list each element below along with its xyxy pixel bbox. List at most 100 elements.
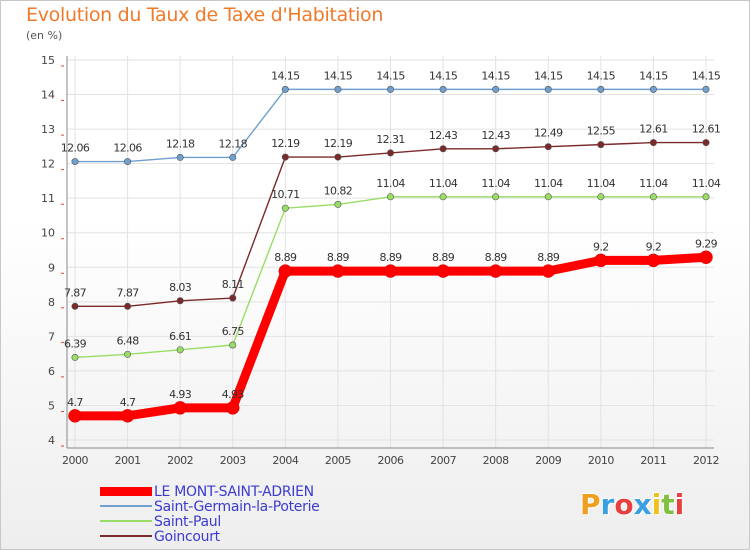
data-label: 8.89 xyxy=(537,251,560,264)
data-point xyxy=(699,250,713,265)
data-label: 6.61 xyxy=(169,330,191,343)
data-label: 11.04 xyxy=(376,177,405,190)
data-point xyxy=(541,264,555,278)
data-point xyxy=(439,85,447,93)
logo-letter: r xyxy=(600,488,615,521)
data-label: 12.19 xyxy=(271,137,300,150)
x-tick-label: 2006 xyxy=(378,454,404,467)
legend-item: Goincourt xyxy=(100,529,400,545)
data-label: 9.2 xyxy=(593,240,609,253)
logo-letter: i xyxy=(674,488,685,521)
data-point xyxy=(281,153,289,161)
data-label: 14.15 xyxy=(324,69,353,82)
data-label: 14.15 xyxy=(481,69,510,82)
data-label: 14.15 xyxy=(271,69,300,82)
logo-letter: t xyxy=(661,488,675,521)
data-label: 4.7 xyxy=(120,396,136,409)
y-tick-label: 10 xyxy=(41,227,55,240)
legend-label: Saint-Paul xyxy=(154,514,221,530)
data-point xyxy=(124,350,132,358)
data-point xyxy=(331,264,345,278)
data-label: 14.15 xyxy=(429,69,458,82)
x-tick-label: 2010 xyxy=(588,454,614,467)
data-point xyxy=(71,353,79,361)
data-point xyxy=(544,143,552,151)
data-label: 11.04 xyxy=(587,177,616,190)
data-point xyxy=(386,193,394,201)
data-point xyxy=(646,253,661,268)
data-point xyxy=(71,302,79,310)
data-label: 11.04 xyxy=(639,177,668,190)
legend-swatch xyxy=(100,535,152,537)
data-point xyxy=(594,253,608,268)
data-label: 12.19 xyxy=(324,137,353,150)
data-point xyxy=(334,200,342,208)
data-point xyxy=(278,264,293,278)
data-label: 9.29 xyxy=(695,237,718,250)
legend-item: LE MONT-SAINT-ADRIEN xyxy=(100,484,400,500)
data-point xyxy=(334,153,342,161)
y-tick-label: 14 xyxy=(41,89,55,102)
data-label: 12.49 xyxy=(534,127,563,140)
data-label: 14.15 xyxy=(587,69,616,82)
data-point xyxy=(120,409,135,423)
data-point xyxy=(176,297,184,305)
data-label: 8.03 xyxy=(169,281,192,294)
data-label: 10.82 xyxy=(324,184,353,197)
data-point xyxy=(488,264,503,278)
data-point xyxy=(124,302,132,310)
x-tick-label: 2004 xyxy=(272,454,298,467)
legend: LE MONT-SAINT-ADRIEN Saint-Germain-la-Pot… xyxy=(100,484,400,545)
data-point xyxy=(386,85,394,93)
data-point xyxy=(597,85,605,93)
data-label: 4.93 xyxy=(169,388,192,401)
data-label: 12.61 xyxy=(692,123,721,136)
y-tick-label: 6 xyxy=(48,365,55,378)
x-tick-label: 2008 xyxy=(483,454,509,467)
data-label: 12.06 xyxy=(113,142,142,155)
legend-label: Goincourt xyxy=(154,529,220,545)
data-point xyxy=(71,158,79,166)
legend-label: LE MONT-SAINT-ADRIEN xyxy=(154,484,314,500)
legend-item: Saint-Germain-la-Poterie xyxy=(100,499,400,515)
y-tick-label: 13 xyxy=(41,123,55,136)
data-label: 7.87 xyxy=(64,286,87,299)
data-point xyxy=(176,153,184,161)
data-label: 8.89 xyxy=(485,251,508,264)
data-label: 14.15 xyxy=(639,69,668,82)
data-label: 12.06 xyxy=(61,142,90,155)
data-point xyxy=(229,153,237,161)
data-point xyxy=(383,264,398,278)
data-point xyxy=(176,346,184,354)
data-point xyxy=(702,193,710,201)
data-point xyxy=(386,149,394,157)
data-label: 12.18 xyxy=(166,137,195,150)
y-tick-label: 4 xyxy=(48,434,55,447)
data-label: 8.89 xyxy=(379,251,402,264)
data-label: 10.71 xyxy=(271,188,300,201)
x-tick-label: 2001 xyxy=(115,454,141,467)
logo-letter: o xyxy=(614,488,634,521)
data-point xyxy=(173,401,187,415)
data-point xyxy=(544,85,552,93)
data-label: 12.55 xyxy=(587,125,616,138)
data-point xyxy=(492,85,500,93)
x-tick-label: 2009 xyxy=(535,454,561,467)
data-label: 12.61 xyxy=(639,123,668,136)
data-label: 8.89 xyxy=(274,251,297,264)
chart-subtitle: (en %) xyxy=(26,29,63,42)
data-point xyxy=(281,204,289,212)
x-tick-label: 2005 xyxy=(325,454,351,467)
data-label: 4.93 xyxy=(222,388,245,401)
data-point xyxy=(229,294,237,302)
data-label: 9.2 xyxy=(646,240,662,253)
data-point xyxy=(229,341,237,349)
legend-swatch xyxy=(100,486,152,496)
data-point xyxy=(439,193,447,201)
data-point xyxy=(702,85,710,93)
data-label: 11.04 xyxy=(534,177,563,190)
legend-swatch xyxy=(100,520,152,522)
data-label: 12.43 xyxy=(481,129,510,142)
chart-title: Evolution du Taux de Taxe d'Habitation xyxy=(26,4,384,26)
data-point xyxy=(649,139,657,147)
